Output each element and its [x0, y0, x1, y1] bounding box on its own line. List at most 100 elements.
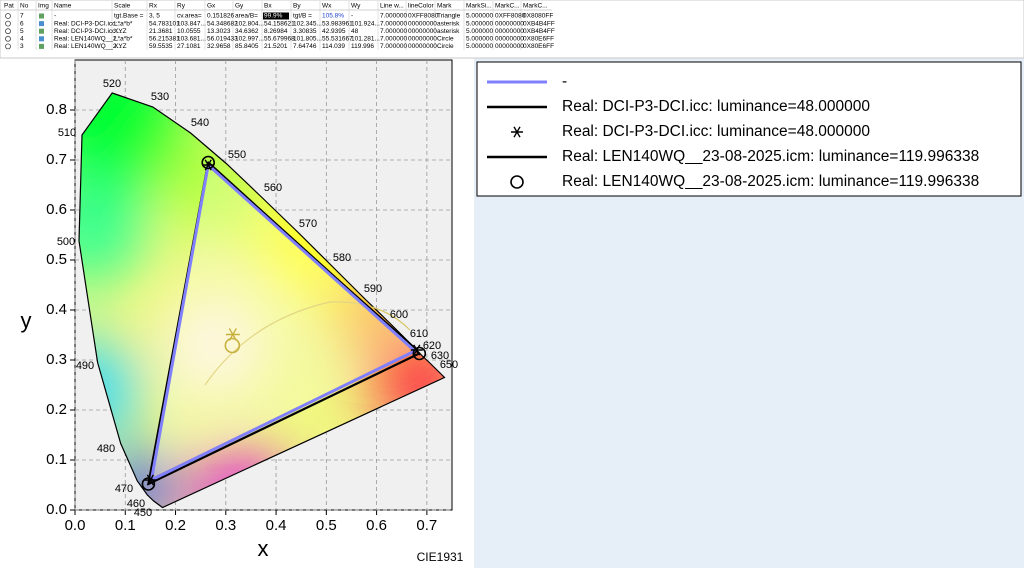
footnote: CIE1931 — [417, 550, 464, 564]
column-header: Name — [54, 3, 72, 10]
wavelength-label: 550 — [228, 149, 246, 161]
gamut-triangles — [141, 155, 427, 491]
table-cell: 7 — [20, 13, 24, 20]
table-cell: 00000000 — [408, 20, 437, 27]
table-cell: 6 — [20, 20, 24, 27]
wavelength-label: 650 — [440, 359, 458, 371]
asterisk-marker — [410, 344, 423, 356]
wavelength-label: 580 — [333, 252, 351, 264]
table-cell: Triangle — [437, 13, 461, 20]
column-header: No — [20, 3, 29, 10]
table-cell: 00000000 — [495, 43, 524, 50]
wavelength-label: 520 — [103, 78, 121, 90]
x-tick-label: 0.1 — [115, 517, 136, 534]
y-tick-label: 0.0 — [46, 501, 67, 518]
row-radio[interactable] — [5, 43, 11, 50]
wavelength-label: 490 — [76, 360, 94, 372]
wavelength-label: 500 — [57, 236, 75, 248]
wavelength-label: 620 — [423, 340, 441, 352]
table-cell: L*a*b* — [114, 36, 133, 43]
table-cell: 5.000000 — [466, 28, 493, 35]
table-cell: asterisk — [437, 28, 460, 35]
table-cell: 0XFF8080 — [495, 13, 526, 20]
table-cell: Circle — [437, 43, 454, 50]
table-cell: 00000000 — [408, 28, 437, 35]
table-cell: 55.531667 — [322, 36, 353, 43]
table-cell: 56.019433 — [207, 36, 238, 43]
table-cell: 27.1081 — [177, 43, 201, 50]
table-cell: 54.783101 — [149, 20, 180, 27]
legend-label: Real: DCI-P3-DCI.icc: luminance=48.00000… — [562, 123, 870, 140]
table-cell: 102.804... — [235, 20, 264, 27]
row-radio[interactable] — [5, 28, 11, 35]
table-cell: Real: LEN140WQ__2... — [54, 36, 122, 43]
table-cell: 7.000000 — [380, 28, 407, 35]
wavelength-label: 530 — [151, 91, 169, 103]
table-cell: 10.0555 — [177, 28, 201, 35]
row-icon — [39, 43, 44, 49]
column-header: MarkC... — [495, 3, 520, 10]
table-cell: 0X80E6FF — [523, 43, 554, 50]
column-header: MarkC... — [523, 3, 548, 10]
x-tick-label: 0.4 — [266, 517, 287, 534]
table-cell: XYZ — [114, 28, 127, 35]
table-cell: 105.8% — [322, 13, 344, 20]
asterisk-marker — [144, 474, 157, 486]
table-cell: 102.345... — [293, 20, 322, 27]
legend-label: Real: LEN140WQ__23-08-2025.icm: luminanc… — [562, 148, 979, 165]
table-cell: 5.000000 — [466, 43, 493, 50]
x-tick-label: 0.5 — [316, 517, 337, 534]
column-header: lineColor — [408, 3, 434, 10]
table-cell: 8.26984 — [264, 28, 288, 35]
x-axis-label: x — [258, 536, 269, 561]
legend-label: Real: DCI-P3-DCI.icc: luminance=48.00000… — [562, 98, 870, 115]
table-cell: 4 — [20, 36, 24, 43]
table: Pat No Img Name Scale Rx Ry Gx Gy Bx By Wx Wy Line w.… — [0, 1, 555, 50]
table-cell: cv.area= — [177, 13, 202, 20]
table-cell: 101.805... — [293, 36, 322, 43]
legend-marker — [510, 175, 524, 189]
y-axis-label: y — [21, 308, 32, 333]
table-cell: 114.039 — [322, 43, 345, 50]
table-cell: 5.000000 — [466, 36, 493, 43]
y-tick-label: 0.1 — [46, 451, 67, 468]
y-tick-label: 0.7 — [46, 151, 67, 168]
column-header: Scale — [114, 3, 131, 10]
column-header: Pat — [4, 3, 14, 10]
table-cell: 00000000 — [495, 20, 524, 27]
legend-entries: - Real: DCI-P3-DCI.icc: luminance=48.0000… — [487, 73, 979, 190]
column-header: By — [293, 3, 301, 10]
table-cell: 00000000 — [408, 43, 437, 50]
column-header: Line w... — [380, 3, 404, 10]
row-radio[interactable] — [5, 20, 11, 27]
row-radio[interactable] — [5, 35, 11, 42]
column-header: MarkSi... — [466, 3, 492, 10]
table-cell: 21.5201 — [264, 43, 288, 50]
y-tick-label: 0.2 — [46, 401, 67, 418]
table-cell: 103.681... — [177, 36, 206, 43]
gamut-triangle — [149, 163, 417, 482]
column-header: Img — [38, 3, 49, 10]
table-cell: 7.000000 — [380, 43, 407, 50]
y-tick-label: 0.4 — [46, 301, 67, 318]
table-cell: 00000000 — [495, 36, 524, 43]
table-cell: 101.281... — [351, 36, 380, 43]
table-cell: tgt/B = — [293, 13, 312, 20]
table-cell: 7.64746 — [293, 43, 317, 50]
table-cell: Real: LEN140WQ__2... — [54, 43, 122, 50]
table-cell: 5 — [20, 28, 24, 35]
wavelength-label: 560 — [264, 182, 282, 194]
table-cell: Real: DCI-P3-DCI.icc:... — [54, 20, 123, 27]
table-cell: 101.924... — [351, 20, 380, 27]
wavelength-labels: 450 460 470 480 490 500 510 520 530 540 … — [57, 78, 458, 519]
row-radio[interactable] — [5, 13, 11, 19]
table-cell: 85.8405 — [235, 43, 259, 50]
legend-label: Real: LEN140WQ__23-08-2025.icm: luminanc… — [562, 173, 979, 190]
wavelength-label: 450 — [134, 507, 152, 519]
column-header: Wx — [322, 3, 332, 10]
table-cell: L*a*b* — [114, 20, 133, 27]
column-header: Wy — [351, 3, 361, 10]
table-cell: tgt.Base = — [114, 13, 144, 20]
table-cell: 59.5535 — [149, 43, 173, 50]
table-cell: 13.3023 — [207, 28, 231, 35]
